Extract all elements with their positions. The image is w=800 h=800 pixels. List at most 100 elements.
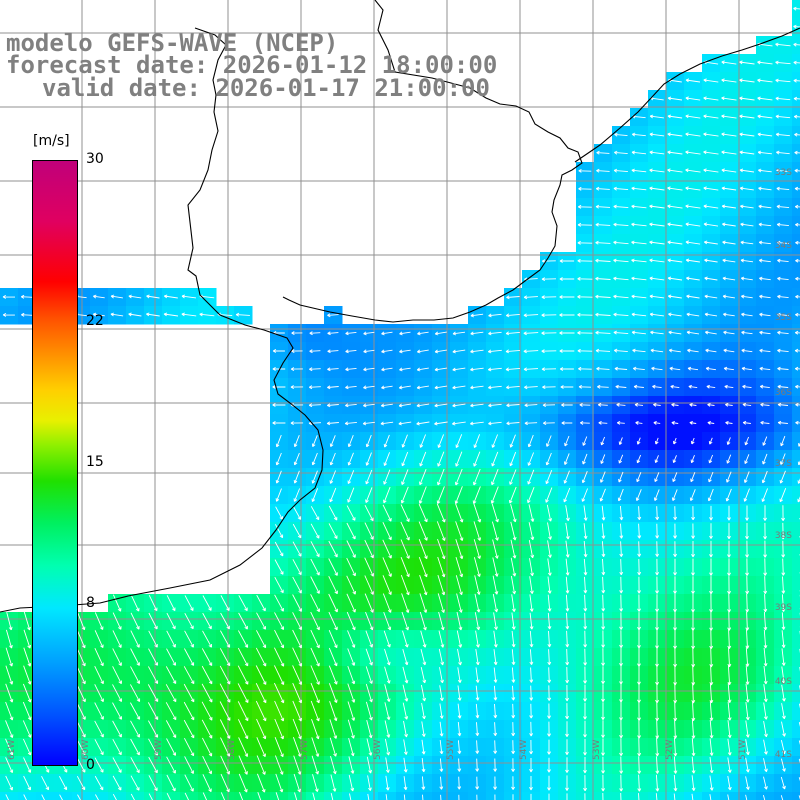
wind-arrow [653,402,661,407]
wind-arrow [601,576,606,594]
wind-arrow [595,294,611,299]
wind-arrow [745,757,750,773]
wind-arrow [577,204,592,209]
wind-arrow [363,331,375,336]
wind-arrow [256,594,266,612]
wind-arrow [365,701,373,721]
wind-arrow [649,186,665,191]
wind-cell [792,612,800,631]
wind-arrow [691,701,696,722]
wind-arrow [310,700,320,722]
wind-arrow [419,574,428,596]
longitude-label: 60W [81,740,91,760]
wind-arrow [510,521,517,541]
wind-arrow [365,666,373,684]
wind-arrow [691,541,695,558]
wind-arrow [619,523,624,539]
wind-arrow [723,366,734,371]
wind-arrow [739,114,755,119]
colorbar-units: [m/s] [33,133,70,149]
wind-arrow [130,757,140,774]
wind-arrow [436,503,446,523]
wind-arrow [436,521,446,541]
wind-arrow [759,294,771,299]
longitude-label: 54W [519,740,529,760]
wind-arrow [725,420,733,425]
wind-arrow [439,776,444,790]
wind-arrow [759,312,771,317]
wind-arrow [703,222,719,227]
wind-arrow [488,385,502,390]
wind-arrow [22,701,32,721]
wind-arrow [548,793,550,800]
wind-arrow [781,703,786,720]
coordinate-labels: 33S 34S 35S 36S 37S 38S 39S 40S 41S 61W 60W 59W 58W 5… [7,168,792,760]
wind-arrow [763,776,768,790]
wind-arrow [703,96,719,101]
wind-arrow [511,594,516,612]
wind-arrow [740,222,754,227]
wind-arrow [147,702,159,720]
wind-arrow [757,60,773,65]
wind-cell [792,576,800,595]
wind-arrow [94,757,104,773]
wind-arrow [529,721,534,737]
wind-arrow [541,313,557,318]
wind-arrow [292,737,302,758]
wind-arrow [741,330,753,335]
colorbar-tick-label: 15 [86,454,104,470]
wind-arrow [488,313,502,318]
wind-arrow [721,114,737,119]
wind-arrow [601,666,605,685]
wind-arrow [421,758,426,773]
wind-arrow [563,470,570,484]
wind-arrow [777,240,789,245]
wind-arrow [596,366,610,371]
wind-arrow [41,775,50,791]
wind-arrow [723,330,735,335]
wind-arrow [795,222,800,227]
wind-arrow [403,739,408,755]
wind-arrow [347,701,356,721]
wind-arrow [528,540,535,559]
wind-arrow [166,774,176,792]
wind-arrow [758,240,771,245]
wind-arrow [510,503,517,523]
wind-arrow [272,385,286,389]
wind-arrow [653,420,661,425]
wind-arrow [649,240,665,245]
wind-arrow [112,757,122,773]
wind-arrow [581,471,588,484]
wind-arrow [219,683,231,703]
wind-arrow [76,665,86,685]
wind-arrow [292,629,302,649]
wind-arrow [437,451,445,467]
wind-arrow [542,403,556,408]
wind-arrow [631,132,646,137]
wind-cell [792,486,800,505]
wind-arrow [759,348,771,353]
wind-arrow [524,421,538,426]
wind-arrow [112,738,122,756]
wind-arrow [655,506,660,521]
wind-arrow [721,168,737,173]
wind-arrow [345,385,357,390]
wind-arrow [745,794,748,800]
wind-arrow [686,330,700,335]
wind-arrow [312,774,319,793]
wind-arrow [583,757,587,774]
wind-arrow [130,612,140,630]
wind-arrow [673,594,677,613]
wind-arrow [273,665,285,685]
wind-cell [792,0,800,19]
wind-arrow [148,756,158,774]
wind-arrow [2,313,15,317]
wind-arrow [274,700,285,722]
wind-arrow [311,737,320,757]
wind-arrow [457,703,462,719]
wind-arrow [23,665,32,685]
coastline-path [0,0,583,613]
wind-arrow [184,648,195,666]
wind-arrow [781,522,786,540]
wind-arrow [559,367,574,371]
